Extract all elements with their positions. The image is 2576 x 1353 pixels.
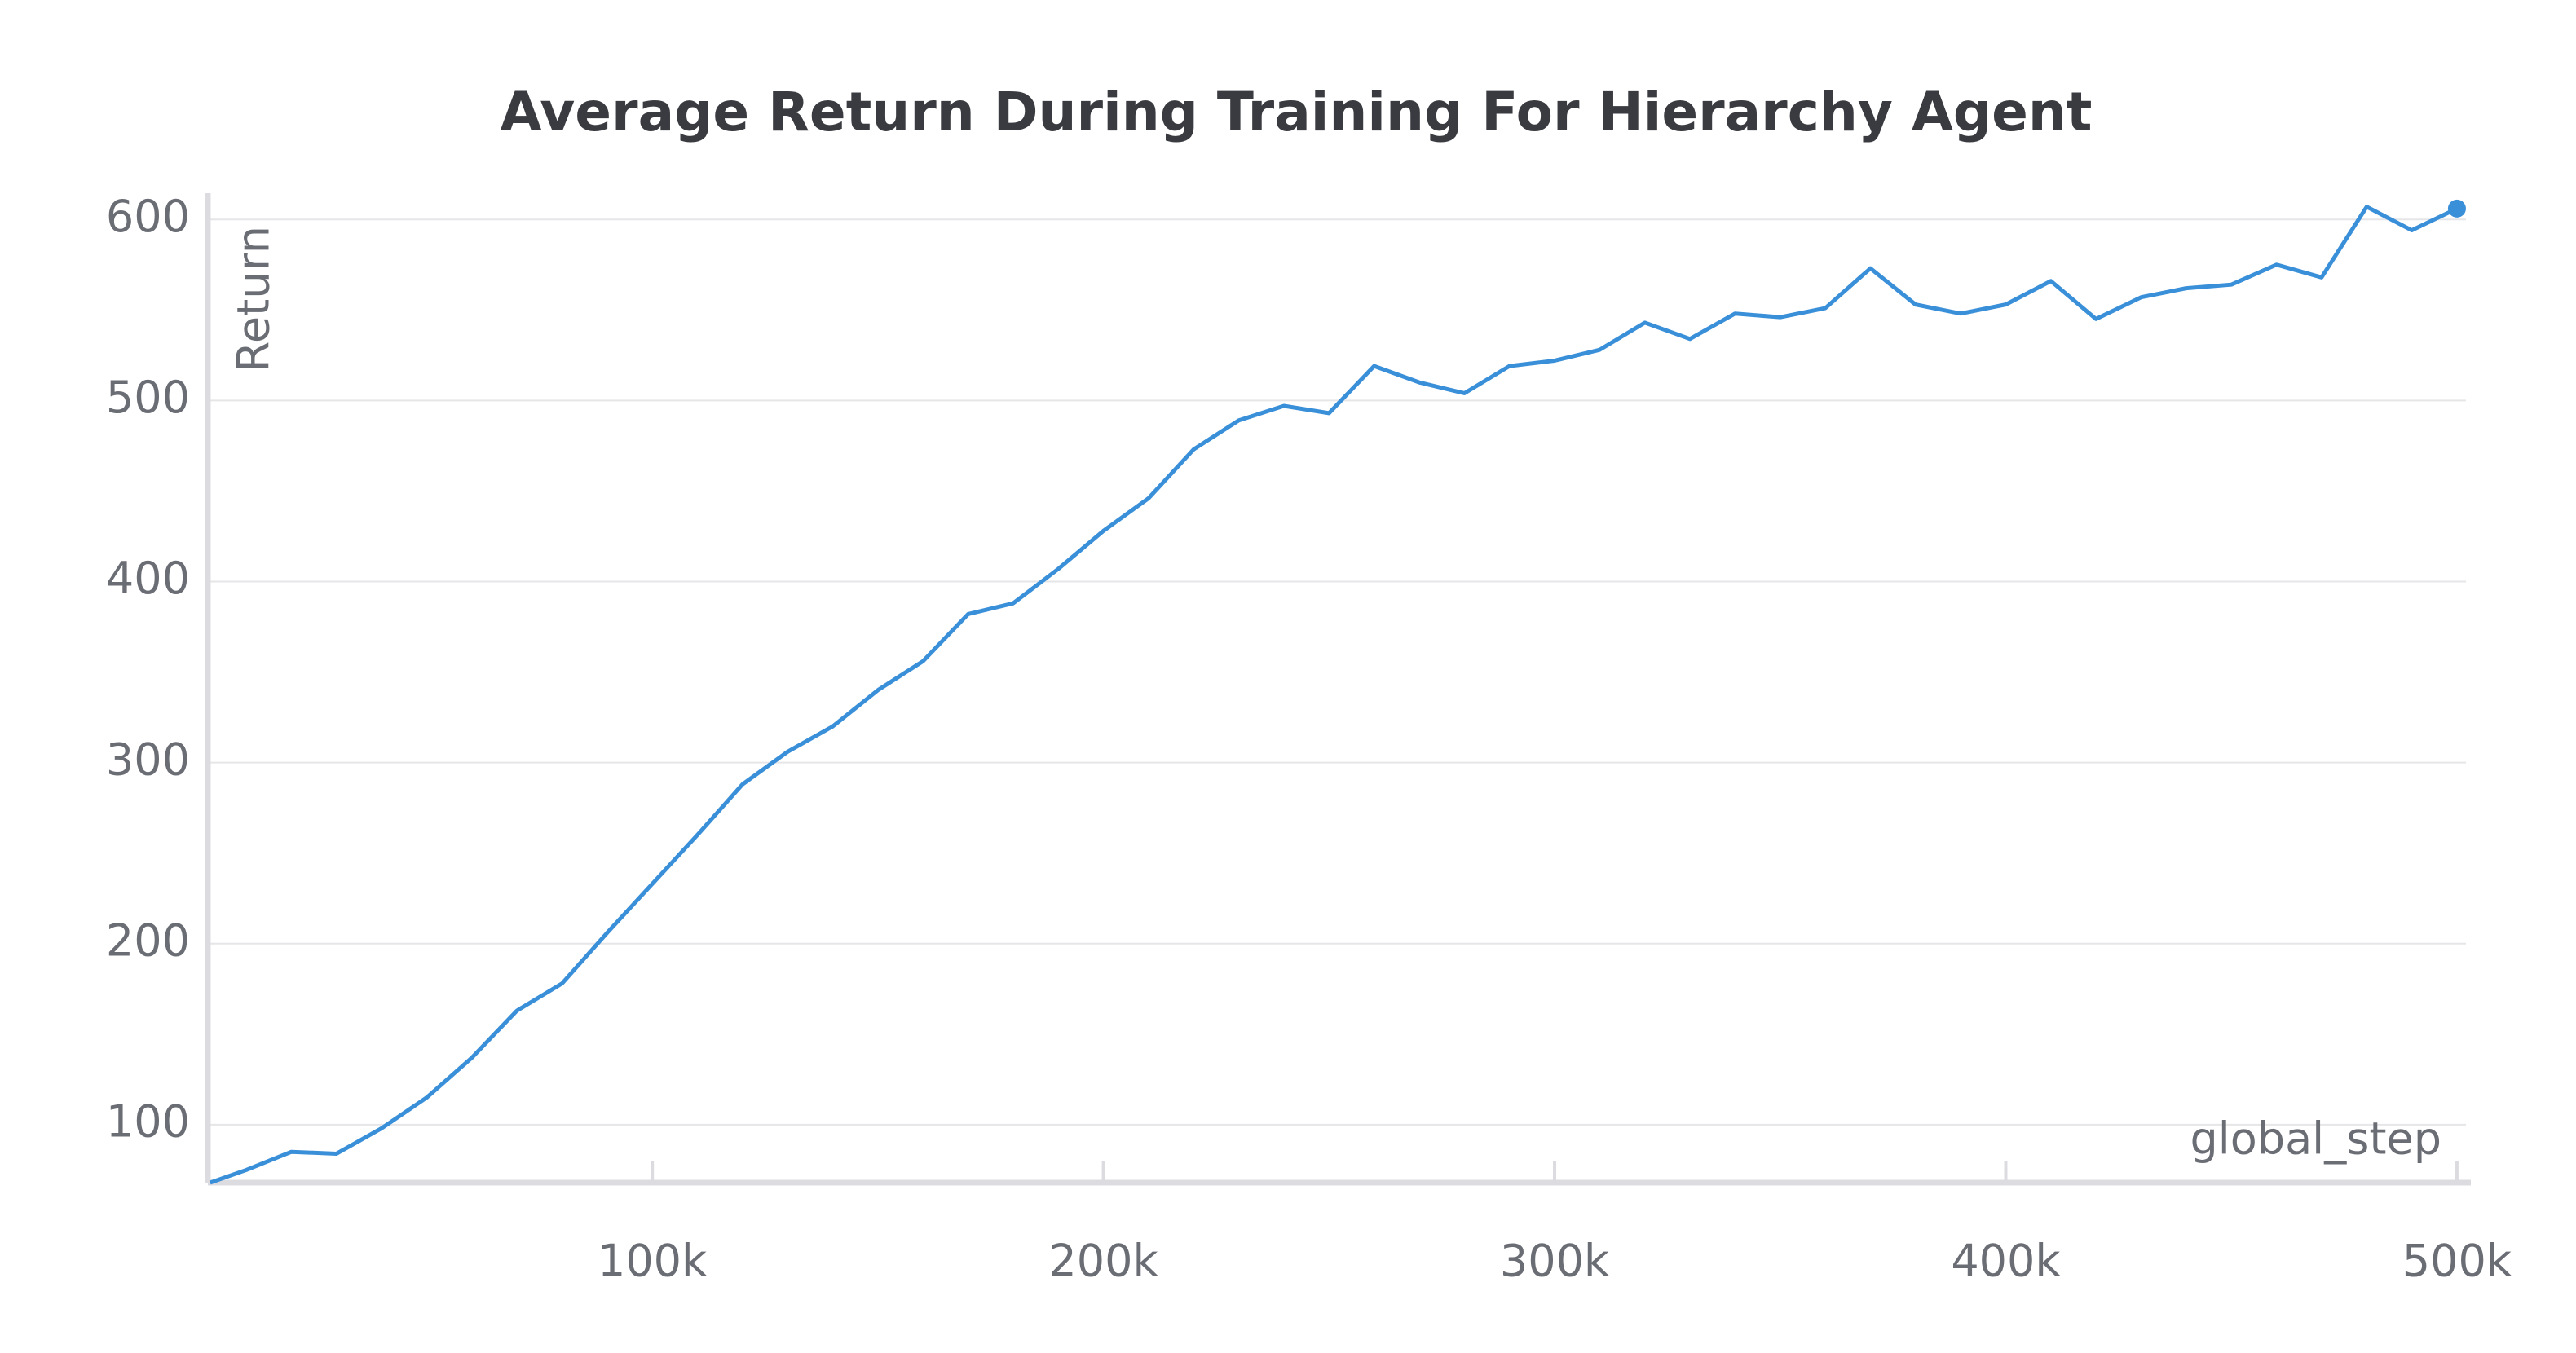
chart-title: Average Return During Training For Hiera… (501, 81, 2093, 143)
y-tick-label: 600 (106, 191, 190, 242)
y-tick-label: 200 (106, 914, 190, 966)
y-tick-label: 500 (106, 372, 190, 423)
end-point (2447, 199, 2466, 218)
x-axis-label: global_step (2190, 1113, 2442, 1165)
y-axis-label: Return (228, 226, 280, 372)
y-tick-label: 300 (106, 734, 190, 785)
x-tick-label: 500k (2402, 1236, 2512, 1287)
x-tick-label: 200k (1048, 1236, 1158, 1287)
y-tick-label: 100 (106, 1096, 190, 1148)
line (209, 205, 2459, 1185)
y-tick-label: 400 (106, 553, 190, 604)
x-tick-label: 400k (1951, 1236, 2061, 1287)
x-tick-label: 100k (598, 1236, 708, 1287)
x-tick-label: 300k (1500, 1236, 1610, 1287)
